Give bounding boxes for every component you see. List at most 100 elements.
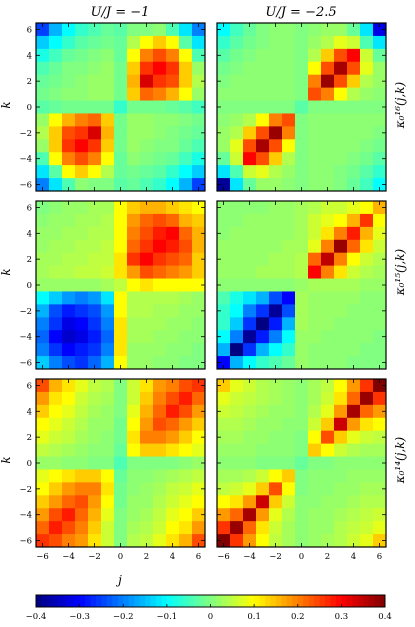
colorbar-segment [150,595,157,607]
heatmap-cell [256,278,270,292]
heatmap-cell [127,61,141,76]
heatmap-cell [269,291,283,305]
heatmap-cell [347,152,361,166]
heatmap-cell [243,343,257,357]
heatmap-cell [308,317,322,331]
heatmap-cell [334,330,348,344]
heatmap-cell [360,265,374,279]
heatmap-cell [347,304,361,318]
heatmap-cell [230,48,244,63]
heatmap-cell [373,252,387,266]
heatmap-cell [140,482,154,496]
heatmap-cell [140,495,154,509]
heatmap-cell [373,48,387,63]
heatmap-cell [75,265,89,279]
heatmap-cell [230,391,244,406]
heatmap-cell [360,100,374,114]
heatmap-cell [217,330,231,344]
heatmap-cell [192,482,206,496]
heatmap-cell [347,239,361,254]
heatmap-cell [321,482,335,496]
heatmap-cell [334,417,348,432]
heatmap-cell [140,35,154,50]
heatmap-cell [282,265,296,279]
heatmap-cell [179,48,193,63]
heatmap-cell [75,304,89,318]
heatmap-cell [192,252,206,266]
heatmap-cell [295,278,309,292]
heatmap-cell [127,278,141,292]
heatmap-cell [114,356,128,370]
heatmap-cell [49,178,63,192]
colorbar-segment [325,595,331,607]
heatmap-cell [243,61,257,76]
heatmap-cell [88,404,102,419]
heatmap-cell [347,417,361,432]
colorbar-segment [134,595,141,607]
heatmap-cell [75,317,89,331]
heatmap-cell [127,87,141,101]
heatmap-cell [101,252,115,266]
heatmap-cell [360,139,374,153]
heatmap-cell [360,291,374,305]
heatmap-cell [360,495,374,509]
heatmap-cell [88,23,102,37]
heatmap-cell [179,74,193,88]
heatmap-cell [295,430,309,444]
heatmap-cell [256,430,270,444]
heatmap-cell [140,278,154,292]
heatmap-cell [88,48,102,63]
heatmap-cell [295,521,309,535]
y-tick-label: 6 [27,381,32,391]
heatmap-cell [269,456,283,470]
heatmap-cell [256,521,270,535]
heatmap-cell [243,48,257,63]
colorbar-segment [85,595,91,607]
heatmap-cell [127,48,141,63]
heatmap-cell [360,35,374,50]
heatmap-cell [321,534,335,548]
heatmap-cell [49,252,63,266]
heatmap-cell [140,417,154,432]
heatmap-cell [308,152,322,166]
heatmap-cell [49,521,63,535]
heatmap-cell [49,213,63,228]
heatmap-cell [321,126,335,140]
heatmap-cell [217,495,231,509]
heatmap-cell [192,495,206,509]
heatmap-cell [360,317,374,331]
heatmap-cell [62,430,76,444]
heatmap-cell [36,508,50,522]
heatmap-cell [36,469,50,483]
heatmap-cell [321,469,335,483]
heatmap-cell [101,178,115,192]
heatmap-cell [153,330,167,344]
heatmap-cell [192,391,206,406]
heatmap-cell [36,61,50,76]
heatmap-cell [36,330,50,344]
heatmap-cell [334,139,348,153]
heatmap-cell [373,379,387,393]
heatmap-cell [321,404,335,419]
heatmap-cell [217,48,231,63]
heatmap-cell [166,304,180,318]
heatmap-cell [269,239,283,254]
heatmap-cell [243,379,257,393]
heatmap-cell [49,61,63,76]
heatmap-cell [36,278,50,292]
heatmap-cell [127,317,141,331]
x-tick-label: −4 [243,552,256,562]
heatmap-cell [166,317,180,331]
colorbar-segment [281,595,288,607]
heatmap-cell [75,87,89,101]
heatmap-cell [243,495,257,509]
heatmap-cell [166,165,180,179]
heatmap-cell [62,23,76,37]
colorbar-tick-label: 0.2 [291,612,305,622]
heatmap-cell [373,178,387,192]
heatmap-cell [217,521,231,535]
heatmap-cell [192,417,206,432]
heatmap-cell [140,317,154,331]
heatmap-cell [334,239,348,254]
heatmap-cell [127,126,141,140]
